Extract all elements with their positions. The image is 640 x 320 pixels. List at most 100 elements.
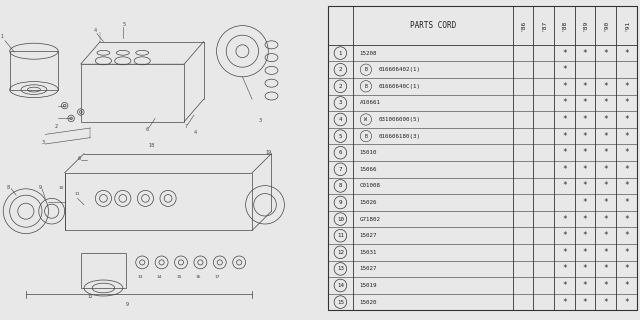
Text: *: * [562,148,566,157]
Text: 15066: 15066 [360,167,377,172]
Text: 3: 3 [42,140,45,145]
Text: 031006000(5): 031006000(5) [379,117,420,122]
Text: *: * [604,98,608,108]
Text: *: * [562,115,566,124]
Text: *: * [582,281,588,290]
Text: W: W [364,117,367,122]
Text: 19: 19 [265,149,271,155]
Text: 12: 12 [87,295,93,299]
Text: '89: '89 [582,20,588,31]
Text: *: * [624,215,628,224]
Text: 4: 4 [194,130,197,135]
Text: '88: '88 [562,20,567,31]
Text: 15020: 15020 [360,300,377,305]
Text: *: * [624,198,628,207]
Text: 8: 8 [6,185,10,190]
Text: *: * [624,298,628,307]
Text: 15: 15 [337,300,344,305]
Text: *: * [624,181,628,190]
Text: 15031: 15031 [360,250,377,255]
Text: *: * [624,231,628,240]
Text: *: * [562,181,566,190]
Text: *: * [624,248,628,257]
Text: 15: 15 [176,276,182,279]
Text: 15019: 15019 [360,283,377,288]
Text: *: * [582,248,588,257]
Text: *: * [582,198,588,207]
Text: *: * [604,215,608,224]
Text: 7: 7 [339,167,342,172]
Text: *: * [582,298,588,307]
Text: 16: 16 [196,276,201,279]
Text: A10661: A10661 [360,100,381,105]
Text: *: * [562,215,566,224]
Text: *: * [562,132,566,140]
Text: G71802: G71802 [360,217,381,221]
Text: *: * [624,132,628,140]
Text: 1: 1 [1,34,4,39]
Text: *: * [604,248,608,257]
Text: 9: 9 [339,200,342,205]
Text: *: * [562,165,566,174]
Text: *: * [562,248,566,257]
Text: 15027: 15027 [360,266,377,271]
Text: 17: 17 [215,276,220,279]
Bar [65,173,252,230]
Text: *: * [562,298,566,307]
Text: 15010: 15010 [360,150,377,155]
Text: 15027: 15027 [360,233,377,238]
Text: *: * [604,49,608,58]
Text: 14: 14 [157,276,163,279]
Text: B: B [364,67,367,72]
Text: 6: 6 [339,150,342,155]
Text: 11: 11 [337,233,344,238]
Text: 6: 6 [77,156,81,161]
Text: 15208: 15208 [360,51,377,56]
Text: *: * [562,264,566,273]
Text: 5: 5 [123,21,126,27]
Text: 5: 5 [339,134,342,139]
Text: *: * [582,215,588,224]
Text: *: * [604,231,608,240]
Text: *: * [604,198,608,207]
Text: *: * [562,82,566,91]
Text: *: * [604,298,608,307]
Text: *: * [562,231,566,240]
Text: C01008: C01008 [360,183,381,188]
Text: 1: 1 [339,51,342,56]
Text: 016606402(1): 016606402(1) [379,67,420,72]
Text: *: * [582,98,588,108]
Text: *: * [562,98,566,108]
Text: 13: 13 [138,276,143,279]
Bar [10,51,58,90]
Text: '90: '90 [604,20,608,31]
Text: 8: 8 [339,183,342,188]
Text: 15026: 15026 [360,200,377,205]
Text: 016606180(3): 016606180(3) [379,134,420,139]
Text: '87: '87 [541,20,546,31]
Text: *: * [562,49,566,58]
Text: *: * [624,49,628,58]
Text: 11: 11 [74,192,80,196]
Text: *: * [624,115,628,124]
Text: 3: 3 [339,100,342,105]
Text: 9: 9 [126,301,129,307]
Text: *: * [604,132,608,140]
Text: 6: 6 [145,127,148,132]
Text: *: * [624,98,628,108]
Text: 01660640C(1): 01660640C(1) [379,84,420,89]
Text: 7: 7 [184,124,188,129]
Text: 9: 9 [39,185,42,190]
Text: 2: 2 [339,67,342,72]
Text: *: * [624,281,628,290]
Text: *: * [582,264,588,273]
Text: *: * [624,148,628,157]
Text: *: * [562,65,566,74]
Text: *: * [604,148,608,157]
Text: '86: '86 [520,20,525,31]
Text: *: * [624,165,628,174]
Text: *: * [604,264,608,273]
Text: *: * [582,165,588,174]
Text: B: B [364,84,367,89]
Text: *: * [624,82,628,91]
